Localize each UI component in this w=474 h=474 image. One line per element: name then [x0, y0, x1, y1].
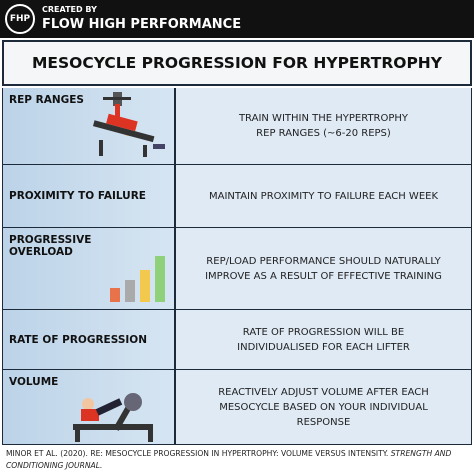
- row: REP RANGES TRAIN WITHIN THE HYPERTROPHY RE…: [2, 88, 472, 165]
- footer: MINOR ET AL. (2020). RE: MESOCYCLE PROGR…: [6, 448, 468, 472]
- created-by: CREATED BY: [42, 5, 97, 14]
- citation: MINOR ET AL. (2020). RE: MESOCYCLE PROGR…: [6, 449, 389, 458]
- description-line: REACTIVELY ADJUST VOLUME AFTER EACH: [218, 386, 429, 398]
- illustration: [110, 256, 165, 302]
- title: MESOCYCLE PROGRESSION FOR HYPERTROPHY: [2, 40, 472, 86]
- label-line: RATE OF PROGRESSION: [9, 333, 147, 346]
- description-line: RATE OF PROGRESSION WILL BE: [242, 326, 405, 338]
- label-line: PROXIMITY TO FAILURE: [9, 190, 146, 202]
- description-line: TRAIN WITHIN THE HYPERTROPHY: [238, 113, 409, 124]
- row-description: REP/LOAD PERFORMANCE SHOULD NATURALLY IMP…: [176, 228, 471, 309]
- description-line: MESOCYCLE BASED ON YOUR INDIVIDUAL: [219, 401, 428, 413]
- description-line: REP/LOAD PERFORMANCE SHOULD NATURALLY: [206, 255, 441, 267]
- row: PROXIMITY TO FAILURE MAINTAIN PROXIMITY T…: [2, 165, 472, 228]
- row-label: REP RANGES: [3, 88, 176, 164]
- illustration: [92, 92, 165, 157]
- row: RATE OF PROGRESSION RATE OF PROGRESSION W…: [2, 310, 472, 370]
- row-description: REACTIVELY ADJUST VOLUME AFTER EACH MESOC…: [176, 370, 471, 444]
- label-line: VOLUME: [9, 376, 59, 388]
- illustration: [73, 393, 153, 442]
- row-label: VOLUME: [3, 370, 176, 444]
- row: VOLUME REACTIVELY ADJUST VOLUME AFTER EAC…: [2, 370, 472, 445]
- header: FHP CREATED BY FLOW HIGH PERFORMANCE: [0, 0, 474, 38]
- description-line: IMPROVE AS A RESULT OF EFFECTIVE TRAININ…: [205, 270, 442, 282]
- journal: STRENGTH AND CONDITIONING JOURNAL.: [6, 449, 452, 470]
- row-label: PROXIMITY TO FAILURE: [3, 165, 176, 227]
- description-line: MAINTAIN PROXIMITY TO FAILURE EACH WEEK: [208, 190, 439, 202]
- row-description: TRAIN WITHIN THE HYPERTROPHY REP RANGES (…: [176, 88, 471, 164]
- description-line: RESPONSE: [296, 416, 351, 428]
- label-line: OVERLOAD: [9, 246, 73, 258]
- row: PROGRESSIVE OVERLOAD REP/LOAD PERFORMANCE …: [2, 228, 472, 310]
- row-description: RATE OF PROGRESSION WILL BE INDIVIDUALISE…: [176, 310, 471, 369]
- description-line: INDIVIDUALISED FOR EACH LIFTER: [237, 341, 410, 353]
- label-line: PROGRESSIVE: [9, 234, 92, 246]
- brand: FLOW HIGH PERFORMANCE: [42, 17, 242, 32]
- row-label: PROGRESSIVE OVERLOAD: [3, 228, 176, 309]
- row-description: MAINTAIN PROXIMITY TO FAILURE EACH WEEK: [176, 165, 471, 227]
- label-line: REP RANGES: [9, 94, 84, 106]
- description-line: REP RANGES (~6-20 REPS): [256, 128, 391, 139]
- row-label: RATE OF PROGRESSION: [3, 310, 176, 369]
- logo: FHP: [5, 4, 35, 34]
